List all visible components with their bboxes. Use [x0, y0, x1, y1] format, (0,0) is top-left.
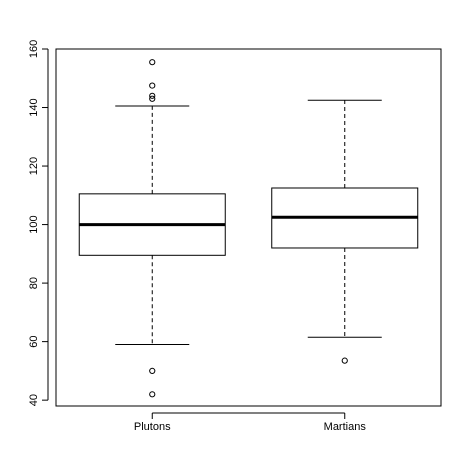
x-axis: Plutons Martians [134, 412, 367, 433]
boxes [78, 59, 419, 398]
outlier-point [149, 391, 156, 398]
y-tick-label: 140 [28, 98, 40, 116]
box-group [271, 99, 419, 364]
y-tick-label: 100 [28, 215, 40, 233]
box-group [78, 59, 226, 398]
outlier-point [341, 357, 348, 364]
y-tick-label: 80 [28, 277, 40, 289]
y-tick-label: 160 [28, 40, 40, 58]
outlier-point [149, 82, 156, 89]
outlier-point [149, 95, 156, 102]
outlier-point [149, 59, 156, 66]
x-tick-label: Martians [324, 421, 367, 433]
y-tick-label: 120 [28, 157, 40, 175]
outlier-point [149, 367, 156, 374]
y-tick-label: 60 [28, 335, 40, 347]
x-tick-label: Plutons [134, 421, 171, 433]
outlier-point [149, 92, 156, 99]
y-axis: 40 60 80 100 120 140 160 [28, 40, 49, 406]
y-tick-label: 40 [28, 394, 40, 406]
plot-frame [55, 48, 442, 407]
